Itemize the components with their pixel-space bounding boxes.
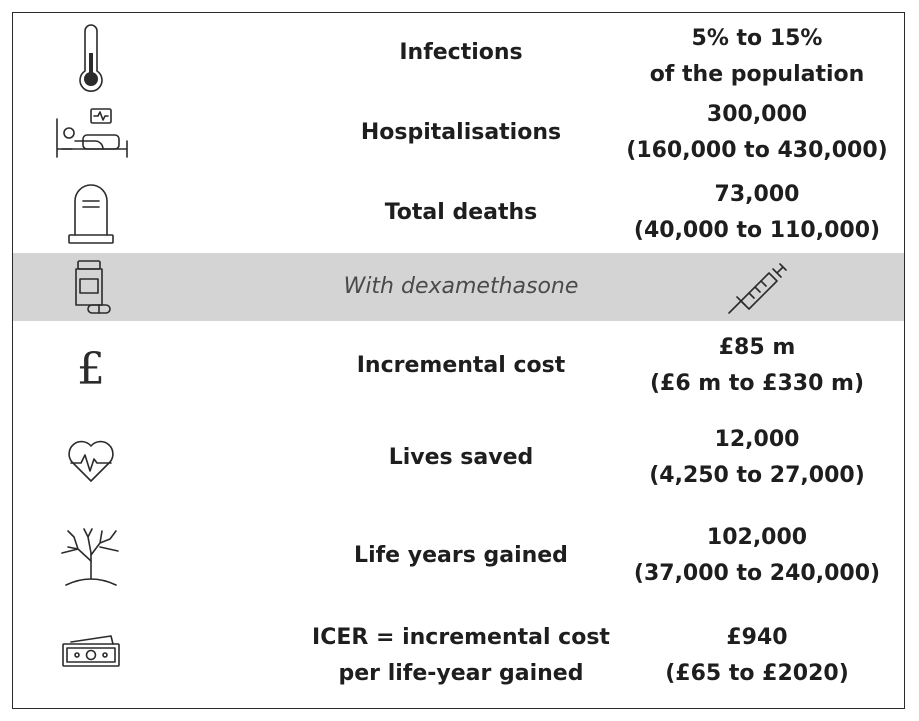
pound-sign-icon: £ (77, 344, 105, 395)
heart-pulse-icon (51, 417, 131, 505)
metric-label: Hospitalisations (291, 93, 631, 173)
row-lives-saved: Lives saved 12,000 (4,250 to 27,000) (13, 411, 904, 505)
banknotes-icon (51, 607, 131, 697)
metric-value: £940 (£65 to £2020) (621, 607, 893, 705)
metric-label: Infections (291, 13, 631, 93)
row-total-deaths: Total deaths 73,000 (40,000 to 110,000) (13, 173, 904, 253)
syringe-icon (621, 253, 893, 321)
gravestone-icon (51, 179, 131, 247)
label-line: Hospitalisations (360, 120, 562, 145)
label-line: Infections (399, 40, 523, 65)
metric-value: 5% to 15% of the population (621, 17, 893, 97)
metric-label: Lives saved (291, 411, 631, 505)
value-line: £940 (726, 625, 788, 650)
tree-icon (51, 505, 131, 607)
metric-value: 73,000 (40,000 to 110,000) (621, 173, 893, 253)
value-line: (40,000 to 110,000) (633, 218, 881, 243)
label-line: With dexamethasone (343, 274, 579, 299)
summary-table: Infections 5% to 15% of the population H… (12, 12, 905, 709)
value-line: (£65 to £2020) (665, 661, 849, 686)
medicine-bottle-icon (51, 257, 131, 317)
label-line: Life years gained (354, 543, 568, 568)
row-incremental-cost: £ Incremental cost £85 m (£6 m to £330 m… (13, 321, 904, 411)
row-life-years-gained: Life years gained 102,000 (37,000 to 240… (13, 505, 904, 607)
thermometer-icon (51, 21, 131, 93)
hospital-bed-icon (51, 105, 131, 161)
label-line: ICER = incremental cost (312, 625, 610, 650)
value-line: 73,000 (714, 182, 800, 207)
row-hospitalisations: Hospitalisations 300,000 (160,000 to 430… (13, 93, 904, 173)
value-line: of the population (649, 62, 865, 87)
metric-value: 300,000 (160,000 to 430,000) (621, 93, 893, 173)
value-line: (4,250 to 27,000) (649, 463, 865, 488)
row-dexamethasone: With dexamethasone (13, 253, 904, 321)
row-infections: Infections 5% to 15% of the population (13, 13, 904, 93)
value-line: 102,000 (706, 525, 808, 550)
label-line: per life-year gained (338, 661, 584, 686)
value-line: (160,000 to 430,000) (626, 138, 888, 163)
metric-label: Total deaths (291, 173, 631, 253)
metric-value: £85 m (£6 m to £330 m) (621, 321, 893, 411)
metric-value: 102,000 (37,000 to 240,000) (621, 505, 893, 607)
value-line: 12,000 (714, 427, 800, 452)
value-line: (£6 m to £330 m) (649, 371, 865, 396)
metric-label: ICER = incremental cost per life-year ga… (291, 607, 631, 705)
label-line: Incremental cost (356, 353, 566, 378)
label-line: Lives saved (388, 445, 534, 470)
label-line: Total deaths (384, 200, 538, 225)
value-line: (37,000 to 240,000) (633, 561, 881, 586)
metric-label: With dexamethasone (291, 253, 631, 321)
metric-label: Life years gained (291, 505, 631, 607)
value-line: 5% to 15% (691, 26, 823, 51)
metric-label: Incremental cost (291, 321, 631, 411)
value-line: £85 m (718, 335, 796, 360)
row-icer: ICER = incremental cost per life-year ga… (13, 607, 904, 707)
metric-value: 12,000 (4,250 to 27,000) (621, 411, 893, 505)
value-line: 300,000 (706, 102, 808, 127)
